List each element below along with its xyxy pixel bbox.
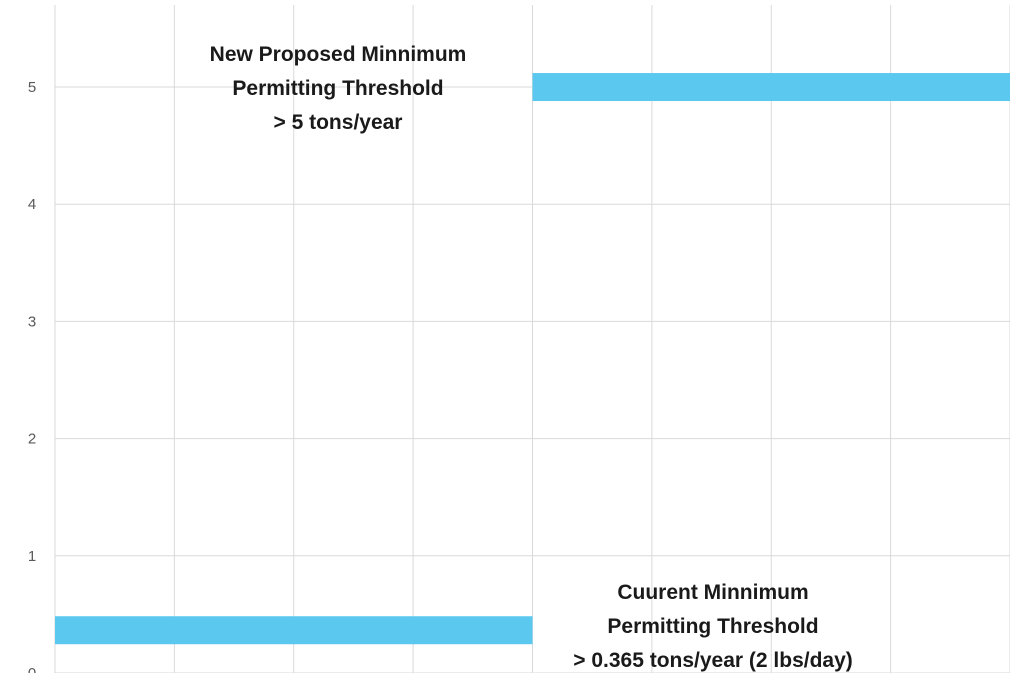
- current-threshold-label-line-2: Permitting Threshold: [607, 615, 818, 638]
- proposed-threshold-label-line-3: > 5 tons/year: [274, 111, 403, 134]
- y-tick-label: 1: [28, 548, 36, 565]
- current-threshold-label-line-3: > 0.365 tons/year (2 lbs/day): [573, 649, 853, 672]
- threshold-segment: [533, 73, 1010, 101]
- y-axis-tick-labels: 0 1 2 3 4 5: [28, 79, 36, 673]
- y-tick-label: 5: [28, 79, 36, 96]
- current-threshold-label-line-1: Cuurent Minnimum: [617, 581, 808, 604]
- y-tick-label: 3: [28, 313, 36, 330]
- y-tick-label: 2: [28, 431, 36, 448]
- proposed-threshold-label-line-2: Permitting Threshold: [232, 77, 443, 100]
- proposed-threshold-label-line-1: New Proposed Minnimum: [210, 43, 467, 66]
- gridlines: [55, 5, 1010, 673]
- y-tick-label: 4: [28, 196, 36, 213]
- threshold-segment: [55, 616, 533, 644]
- y-tick-label: 0: [28, 665, 36, 673]
